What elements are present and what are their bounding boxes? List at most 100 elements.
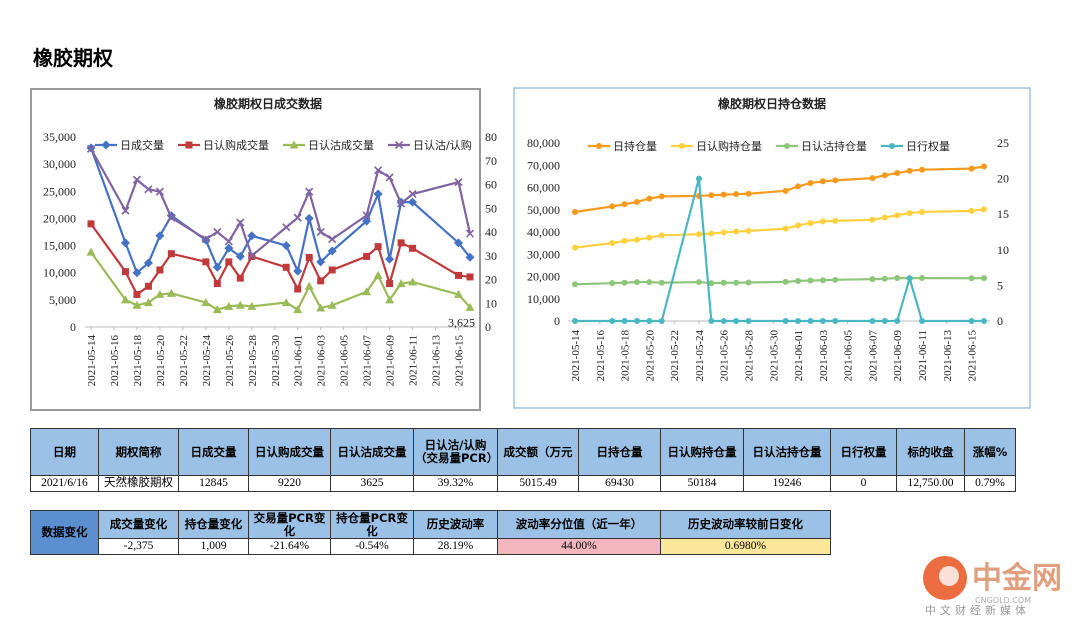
brand: 中金网 xyxy=(972,561,1062,596)
marker xyxy=(572,208,578,215)
marker xyxy=(633,318,640,324)
y-tick-label: 0 xyxy=(554,314,560,328)
marker xyxy=(202,258,210,266)
marker xyxy=(133,290,141,298)
data-row: -2,375 1,009 -21.64% -0.54% 28.19% 44.00% 0.69… xyxy=(31,538,831,555)
marker xyxy=(832,318,839,324)
marker xyxy=(225,258,233,266)
marker xyxy=(795,277,802,284)
marker xyxy=(305,254,313,262)
marker xyxy=(646,318,653,324)
marker xyxy=(894,275,901,282)
cell: 39.32% xyxy=(413,475,498,492)
cell: 0.6980% xyxy=(660,538,831,555)
y-tick-label: 70,000 xyxy=(527,158,560,172)
x-tick-label: 2021-06-13 xyxy=(942,330,954,382)
marker xyxy=(633,198,640,205)
y-tick-label: 60,000 xyxy=(527,181,560,195)
marker xyxy=(373,270,383,279)
marker xyxy=(720,229,727,236)
marker xyxy=(328,235,337,244)
marker xyxy=(155,231,165,241)
marker xyxy=(658,318,665,324)
marker xyxy=(807,277,814,284)
header-cell: 成交额（万元 xyxy=(497,428,579,476)
header-cell: 日认沽持仓量 xyxy=(743,428,831,476)
marker xyxy=(658,193,665,200)
header-cell: 期权简称 xyxy=(98,428,179,476)
marker xyxy=(235,251,245,261)
marker xyxy=(609,280,616,287)
marker xyxy=(281,298,291,307)
y2-tick-label: 10 xyxy=(485,296,497,310)
header-row: 日期 期权简称 日成交量 日认购成交量 日认沽成交量 日认沽/认购（交易量PCR） 成交额（… xyxy=(30,428,1016,476)
legend-label: 日认沽持仓量 xyxy=(801,139,867,153)
y-tick-label: 5,000 xyxy=(49,293,76,307)
header-cell: 日认购持仓量 xyxy=(660,428,744,476)
y-tick-label: 10,000 xyxy=(43,266,76,280)
marker xyxy=(807,318,814,324)
marker xyxy=(373,189,383,199)
marker xyxy=(101,140,111,150)
cell: 天然橡胶期权 xyxy=(98,475,179,492)
marker xyxy=(282,263,290,271)
marker xyxy=(869,276,876,283)
y-tick-label: 0 xyxy=(70,320,76,334)
marker xyxy=(981,275,987,282)
y-tick-label: 30,000 xyxy=(43,157,76,171)
header-cell: 历史波动率 xyxy=(413,510,498,539)
marker xyxy=(167,213,176,222)
header-cell: 日认购成交量 xyxy=(248,428,331,476)
marker xyxy=(894,212,901,219)
marker xyxy=(294,285,302,293)
marker xyxy=(212,262,222,272)
y2-tick-label: 15 xyxy=(997,207,1009,221)
marker xyxy=(86,144,96,153)
marker xyxy=(745,279,752,286)
marker xyxy=(609,203,616,210)
marker xyxy=(289,140,299,149)
marker xyxy=(304,213,314,223)
marker xyxy=(646,234,653,241)
marker xyxy=(782,278,789,285)
x-tick-label: 2021-05-30 xyxy=(270,335,282,387)
x-tick-label: 2021-06-11 xyxy=(408,335,420,386)
logo: 中金网 CNGOLD.COM 中文财经新媒体 xyxy=(923,556,1062,617)
marker xyxy=(327,300,337,309)
marker xyxy=(968,275,975,282)
y2-tick-label: 50 xyxy=(485,201,497,215)
y-tick-label: 20,000 xyxy=(527,270,560,284)
header-cell: 涨幅% xyxy=(964,428,1016,476)
marker xyxy=(832,177,839,184)
marker xyxy=(708,192,715,199)
marker xyxy=(708,230,715,237)
legend-label: 日认购成交量 xyxy=(203,138,269,152)
marker xyxy=(236,274,244,282)
marker xyxy=(363,252,371,260)
cell: 0 xyxy=(830,475,897,492)
header-cell: 历史波动率较前日变化 xyxy=(660,510,831,539)
marker xyxy=(386,280,394,288)
marker xyxy=(609,240,616,247)
marker xyxy=(328,266,336,274)
marker xyxy=(247,301,257,310)
y-tick-label: 50,000 xyxy=(527,203,560,217)
x-tick-label: 2021-05-22 xyxy=(669,330,681,381)
marker xyxy=(572,318,578,324)
legend-label: 日行权量 xyxy=(906,140,950,153)
marker xyxy=(795,318,802,324)
marker xyxy=(327,246,337,256)
marker xyxy=(466,273,474,281)
marker xyxy=(881,172,888,179)
x-tick-label: 2021-05-16 xyxy=(595,330,607,382)
x-tick-label: 2021-06-07 xyxy=(362,335,374,387)
marker xyxy=(720,318,727,324)
marker xyxy=(212,305,222,314)
marker xyxy=(304,281,314,290)
x-tick-label: 2021-05-24 xyxy=(694,330,706,382)
marker xyxy=(224,301,234,310)
x-tick-label: 2021-05-18 xyxy=(132,335,144,387)
marker xyxy=(572,244,578,251)
marker xyxy=(293,266,303,276)
